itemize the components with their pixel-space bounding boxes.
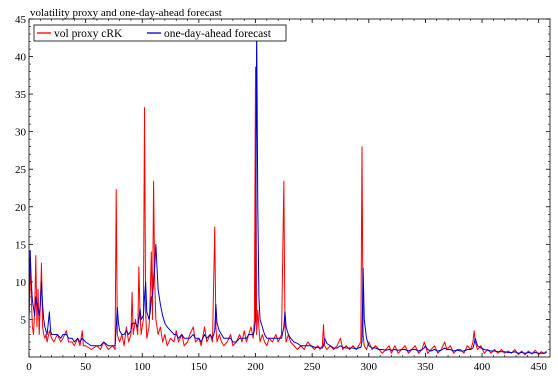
y-tick-label: 10 <box>15 277 27 289</box>
chart-title: volatility proxy and one-day-ahead forec… <box>30 7 222 19</box>
y-tick-label: 15 <box>15 239 27 251</box>
series-line-forecast <box>29 24 547 354</box>
series-layer <box>29 24 547 356</box>
y-tick-label: 25 <box>15 164 27 176</box>
series-line-vol-proxy <box>29 66 547 356</box>
x-tick-label: 400 <box>474 361 491 373</box>
x-tick-label: 350 <box>417 361 434 373</box>
x-tick-label: 300 <box>361 361 378 373</box>
y-tick-label: 45 <box>15 14 27 26</box>
axes: 0 50 100 150 200 250 300 350 400 450 5 10 15 20 25 30 35… <box>15 14 550 373</box>
x-tick-label: 150 <box>191 361 208 373</box>
plot-frame <box>28 18 551 358</box>
y-tick-label: 30 <box>15 127 27 139</box>
legend: vol proxy cRK one-day-ahead forecast <box>33 24 287 42</box>
y-tick-label: 40 <box>15 52 27 64</box>
x-tick-label: 0 <box>26 361 32 373</box>
legend-label-forecast: one-day-ahead forecast <box>164 28 272 40</box>
x-tick-label: 200 <box>247 361 264 373</box>
y-tick-label: 20 <box>15 202 27 214</box>
x-tick-label: 50 <box>80 361 92 373</box>
plot-border <box>28 18 551 358</box>
x-tick-label: 100 <box>134 361 151 373</box>
x-tick-label: 250 <box>304 361 321 373</box>
y-tick-label: 35 <box>15 89 27 101</box>
x-tick-label: 450 <box>530 361 547 373</box>
legend-label-vol-proxy: vol proxy cRK <box>54 28 123 40</box>
y-tick-label: 5 <box>21 314 27 326</box>
